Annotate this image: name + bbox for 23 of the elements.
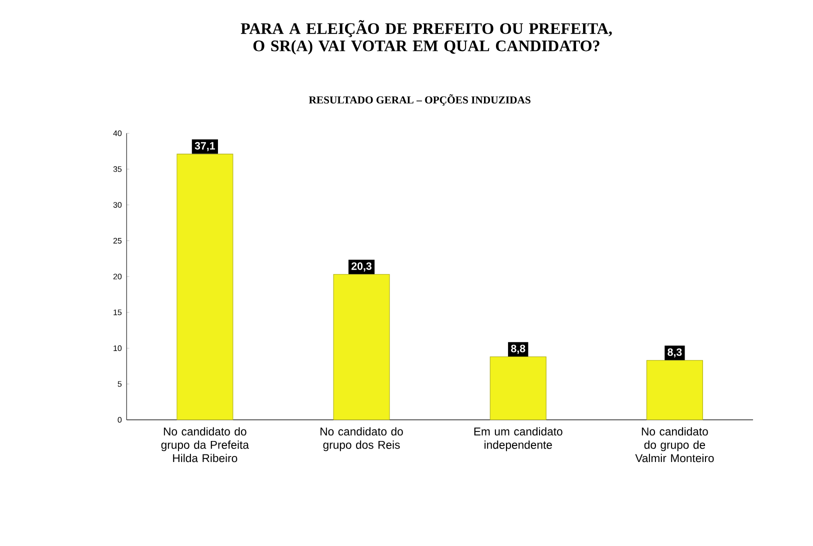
y-tick-label: 30 [113, 202, 122, 208]
data-label: 20,3 [352, 262, 372, 272]
x-tick-label: No candidato do grupo da Prefeita Hilda Ribeiro [161, 426, 249, 462]
y-tick-label: 15 [114, 309, 122, 315]
y-tick-label: 40 [113, 130, 122, 136]
y-tick-label: 5 [118, 381, 122, 387]
y-tick-label: 25 [113, 238, 122, 244]
bar [646, 360, 703, 420]
data-label: 8,3 [668, 348, 682, 358]
y-tick-label: 20 [113, 274, 122, 280]
x-tick-label: No candidato do grupo de Valmir Monteiro [635, 426, 714, 462]
bar [333, 274, 390, 420]
x-tick-label: No candidato do grupo dos Reis [320, 426, 403, 451]
data-label: 37,1 [194, 142, 215, 151]
bar [490, 356, 546, 420]
data-label: 8,8 [511, 344, 526, 354]
y-tick-label: 10 [114, 345, 122, 351]
y-tick-label: 0 [118, 416, 122, 422]
x-tick-label: Em um candidato independente [474, 426, 562, 451]
chart-subtitle: RESULTADO GERAL – OPÇÕES INDUZIDAS [308, 94, 530, 106]
y-tick-label: 35 [113, 166, 122, 172]
bar [176, 154, 234, 420]
chart-title: PARA A ELEIÇÃO DE PREFEITO OU PREFEITA, O SR(A) VAI VOTAR EM QUAL CANDIDATO? [240, 20, 612, 54]
